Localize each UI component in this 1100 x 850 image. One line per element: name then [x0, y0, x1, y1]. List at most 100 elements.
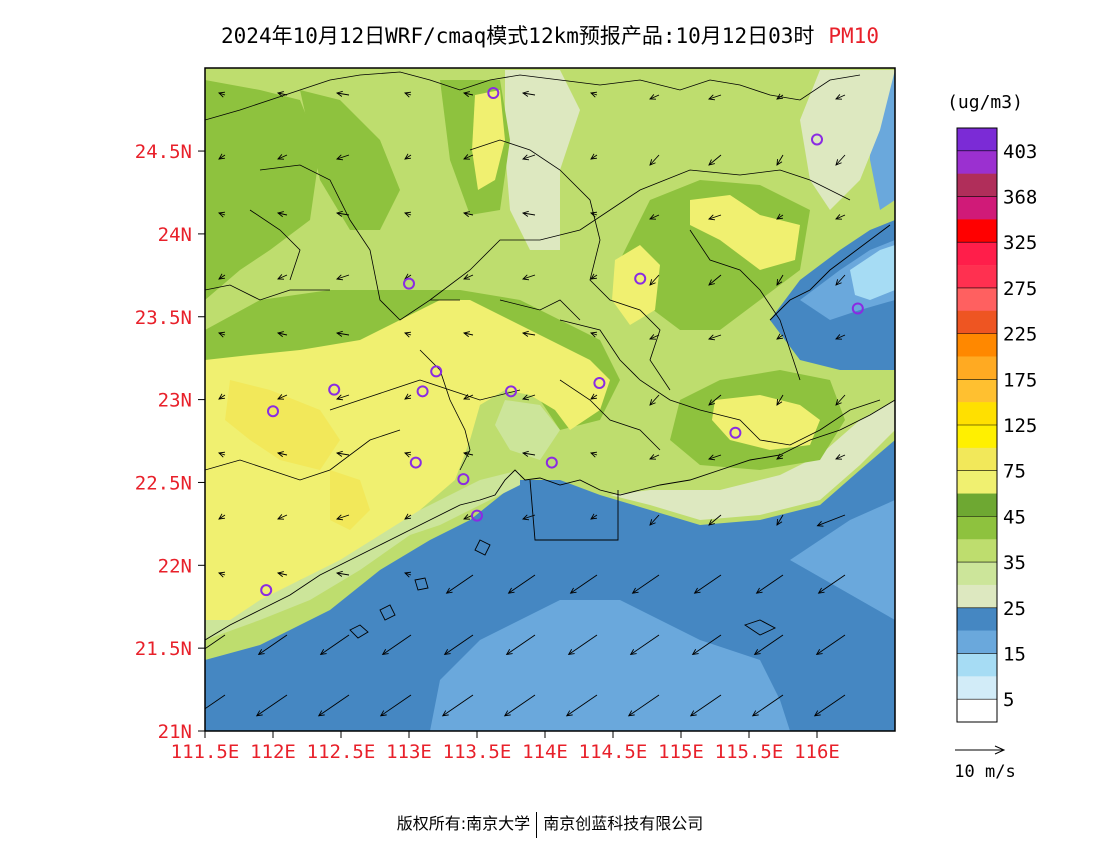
station-marker — [634, 272, 647, 285]
legend-swatch — [957, 265, 997, 289]
legend-swatch — [957, 584, 997, 609]
legend-swatch — [957, 562, 997, 586]
legend-swatch — [957, 196, 997, 220]
wind-arrow — [218, 154, 226, 160]
wind-arrow — [522, 154, 536, 160]
wind-arrow — [404, 212, 412, 216]
wind-arrow — [522, 92, 536, 96]
legend-swatch — [957, 219, 997, 243]
wind-arrow — [404, 92, 412, 96]
title-pollutant: PM10 — [828, 24, 879, 48]
wind-arrow — [590, 212, 598, 216]
legend-swatch — [957, 356, 997, 380]
legend-label: 275 — [1003, 278, 1037, 300]
longitude-labels: 111.5E 112E 112.5E 113E 113.5E 114E 114.5E 115E… — [171, 741, 840, 763]
legend-swatch — [957, 379, 997, 403]
legend-label: 403 — [1003, 141, 1037, 163]
concentration-field — [205, 68, 895, 731]
legend-unit: (ug/m3) — [947, 92, 1023, 113]
latitude-labels: 24.5N 24N 23.5N 23N 22.5N 22N 21.5N 21N — [135, 141, 192, 743]
legend-label: 125 — [1003, 415, 1037, 437]
wind-arrow — [630, 634, 660, 655]
wind-arrow — [442, 694, 474, 717]
wind-reference: 10 m/s — [954, 745, 1016, 782]
wind-arrow — [380, 694, 412, 717]
legend-swatch — [957, 539, 997, 563]
wind-arrow — [649, 454, 660, 460]
legend-swatch — [957, 173, 997, 197]
wind-arrow — [205, 694, 226, 710]
wind-arrow — [816, 634, 846, 655]
legend-swatch — [957, 607, 997, 631]
station-marker — [545, 456, 558, 469]
legend-swatch — [957, 333, 997, 357]
wind-arrow — [570, 574, 598, 594]
station-marker — [267, 405, 279, 418]
station-marker — [471, 509, 483, 522]
wind-arrow — [277, 92, 288, 96]
legend-swatch — [957, 516, 997, 540]
wind-arrow — [218, 572, 226, 576]
wind-arrow — [568, 634, 598, 655]
lat-label: 24.5N — [135, 141, 192, 163]
wind-arrow — [463, 452, 474, 456]
lon-label: 115E — [658, 741, 704, 763]
wind-arrow — [336, 212, 350, 216]
wind-arrow — [649, 514, 660, 526]
legend-swatch — [957, 676, 997, 700]
wind-arrow — [835, 334, 846, 340]
wind-arrow — [649, 274, 660, 286]
wind-arrow — [708, 454, 722, 460]
lon-label: 113.5E — [443, 741, 512, 763]
copyright-footer: 版权所有:南京大学 南京创蓝科技有限公司 — [0, 810, 1100, 838]
wind-arrow — [522, 332, 536, 336]
wind-arrow — [566, 694, 598, 717]
wind-arrow — [835, 454, 846, 460]
wind-arrow — [649, 394, 660, 406]
legend-swatch — [957, 425, 997, 449]
footer-right: 南京创蓝科技有限公司 — [543, 814, 704, 833]
wind-arrow — [218, 212, 226, 216]
wind-arrow — [446, 574, 474, 594]
wind-arrow — [818, 574, 846, 594]
map-title: 2024年10月12日WRF/cmaq模式12km预报产品:10月12日03时 P… — [0, 20, 1100, 50]
wind-arrow — [835, 94, 846, 100]
wind-arrow — [649, 214, 660, 220]
legend-label: 368 — [1003, 187, 1037, 209]
wind-arrow — [752, 694, 784, 717]
wind-arrow — [256, 694, 288, 717]
legend-label: 175 — [1003, 369, 1037, 391]
station-marker — [403, 277, 415, 290]
wind-arrow — [835, 154, 846, 166]
legend-swatch — [957, 630, 997, 654]
wind-arrow — [708, 334, 722, 340]
wind-arrow — [277, 274, 288, 280]
legend-swatch — [957, 699, 997, 723]
station-marker — [430, 365, 443, 378]
wind-arrow — [590, 154, 598, 160]
wind-arrow — [508, 574, 536, 594]
lon-label: 115.5E — [715, 741, 784, 763]
lon-label: 112E — [250, 741, 296, 763]
station-marker — [811, 133, 823, 146]
wind-arrow — [218, 394, 226, 400]
wind-arrow — [522, 452, 536, 456]
wind-arrow — [776, 334, 784, 340]
wind-arrow — [590, 332, 598, 336]
footer-left: 版权所有:南京大学 — [396, 814, 531, 833]
wind-arrow — [463, 394, 474, 400]
wind-vectors — [205, 90, 846, 717]
legend-swatch — [957, 287, 997, 312]
wind-arrow — [708, 214, 722, 220]
wind-arrow — [590, 452, 598, 456]
wind-arrow — [835, 274, 846, 286]
wind-arrow — [817, 514, 846, 527]
wind-arrow — [336, 452, 350, 456]
legend-label: 45 — [1003, 506, 1026, 528]
wind-arrow — [336, 514, 350, 520]
wind-arrow — [522, 514, 536, 520]
legend-label: 225 — [1003, 324, 1037, 346]
station-marker — [593, 377, 606, 390]
wind-arrow — [776, 394, 784, 406]
wind-arrow — [708, 94, 722, 100]
